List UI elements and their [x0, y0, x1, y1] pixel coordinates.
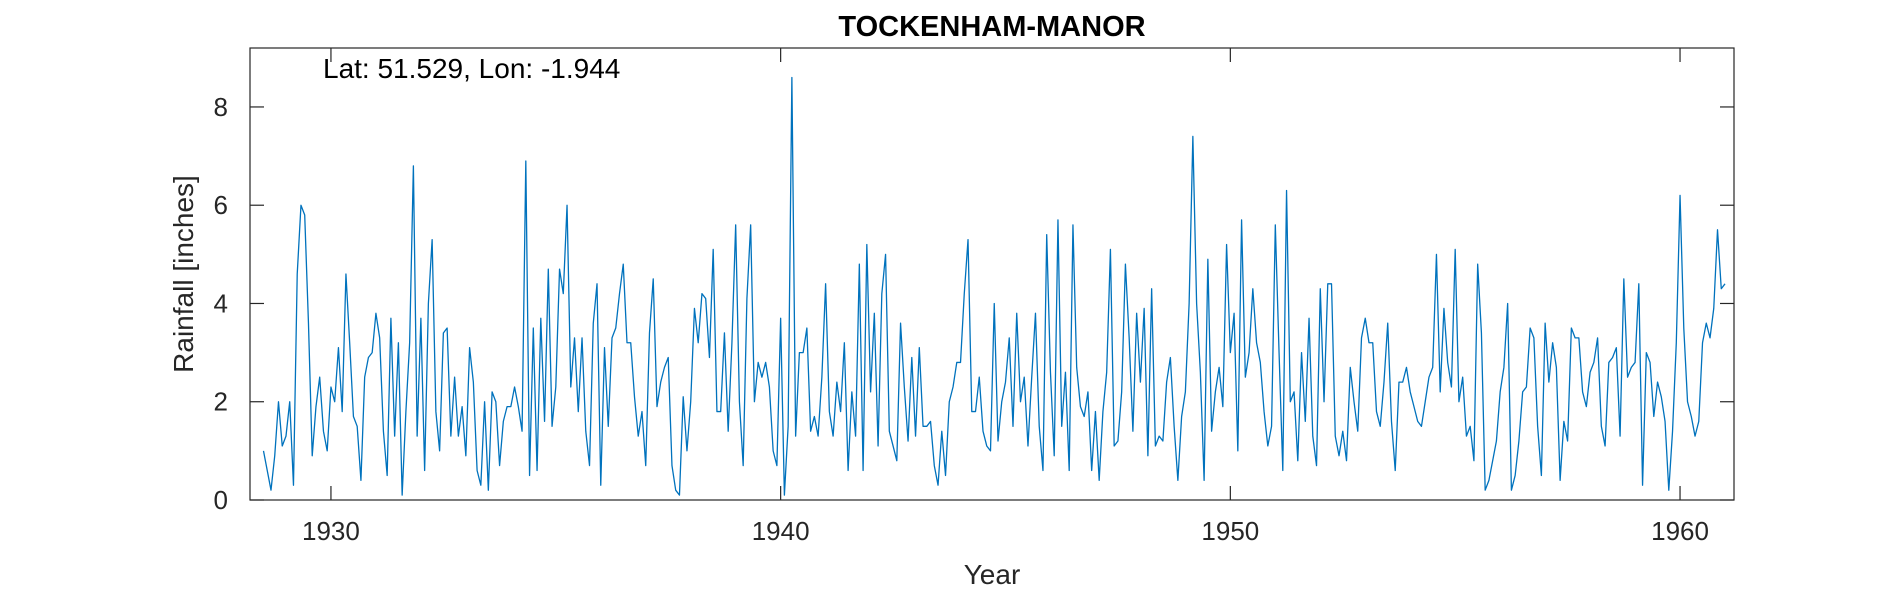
x-tick-label: 1940 — [752, 516, 810, 546]
y-tick-label: 2 — [214, 387, 228, 417]
y-axis-label: Rainfall [inches] — [168, 175, 199, 373]
x-tick-label: 1930 — [302, 516, 360, 546]
x-axis-label: Year — [964, 559, 1021, 590]
chart-title: TOCKENHAM-MANOR — [838, 11, 1145, 43]
x-tick-labels: 1930 1940 1950 1960 — [302, 516, 1709, 546]
x-tick-label: 1960 — [1651, 516, 1709, 546]
series-line — [262, 76, 1726, 496]
plot-area — [249, 47, 1735, 501]
y-tick-labels: 0 2 4 6 8 — [214, 92, 228, 515]
y-tick-label: 6 — [214, 190, 228, 220]
y-tick-label: 8 — [214, 92, 228, 122]
axis-ticks — [250, 48, 1734, 501]
y-tick-label: 4 — [214, 288, 228, 318]
location-annotation: Lat: 51.529, Lon: -1.944 — [323, 53, 620, 84]
x-tick-label: 1950 — [1201, 516, 1259, 546]
y-tick-label: 0 — [214, 485, 228, 515]
